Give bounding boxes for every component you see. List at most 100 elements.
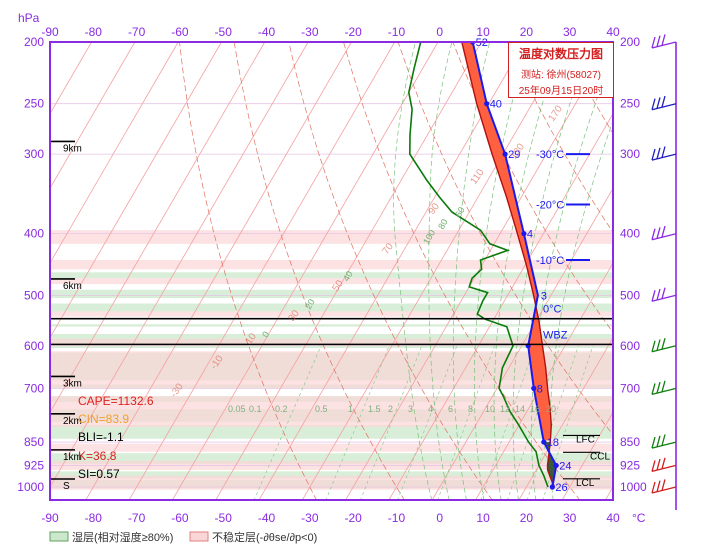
x-tick-label-top: -30 [301,25,319,39]
pressure-label-right: 250 [620,97,640,111]
level-marker-label: CCL [590,451,610,462]
x-tick-label-top: 40 [606,25,620,39]
pressure-label-left: 850 [24,435,44,449]
mixing-ratio-line [325,345,390,500]
dry-adiabat-line [233,42,405,500]
pressure-label-right: 850 [620,435,640,449]
dry-adiabat-line [288,42,493,500]
dry-adiabat-line [671,42,726,501]
pressure-label-left: 200 [24,35,44,49]
x-tick-label-bottom: -40 [258,511,276,525]
wet-layer-band [50,453,613,464]
isotherm-line [388,112,613,500]
moist-adiabat-label: 40 [341,269,355,283]
mixing-ratio-label: 6 [448,404,453,414]
wet-layer-band [50,324,613,327]
x-tick-label-bottom: -70 [128,511,146,525]
dry-adiabat-line [397,42,613,436]
mixing-ratio-label: 20 [546,404,556,414]
mixing-ratio-label: 0.2 [275,404,288,414]
unstable-layer-band [50,443,613,452]
mixing-ratio-line [397,345,458,500]
stability-index: CIN=83.9 [78,412,129,426]
dry-adiabat-line [617,42,726,501]
isotherm-line [128,42,396,500]
pressure-label-left: 250 [24,97,44,111]
cape-area [461,42,552,441]
wind-barb-icon [651,338,677,353]
moist-adiabat-line [393,42,433,500]
wind-barb-icon [651,457,677,473]
stability-index: K=36.8 [78,449,117,463]
moist-adiabat-line [474,42,529,500]
mixing-ratio-label: 3 [408,404,413,414]
pressure-label-right: 300 [620,147,640,161]
x-tick-label-top: 30 [563,25,577,39]
wet-layer-band [50,289,613,299]
cin-area [543,442,557,487]
moist-adiabat-label: 80 [436,217,450,231]
x-tick-label-top: -80 [85,25,103,39]
temperature-label: 29 [508,149,520,161]
moist-adiabat-label: 20 [303,297,317,311]
x-tick-label-bottom: -20 [344,511,362,525]
isotherm-marker-label: -10°C [536,255,564,267]
mixing-ratio-label: 14 [515,404,525,414]
chart-title: 温度对数压力图 [518,47,603,61]
height-marker-label: 6km [63,281,82,292]
isotherm-line [258,42,525,500]
moist-adiabat-label: 60 [453,205,467,219]
temperature-point [531,385,537,391]
x-tick-label-bottom: 30 [563,511,577,525]
isotherm-line [301,42,569,500]
x-tick-label-bottom: -90 [41,511,59,525]
dry-adiabat-line [179,42,317,500]
temperature-label: 4 [527,229,533,241]
x-tick-label-bottom: -60 [171,511,189,525]
moist-adiabat-label: 0 [260,330,271,339]
mixing-ratio-label: 1 [348,404,353,414]
height-marker-label: 2km [63,416,82,427]
isotherm-line [50,42,266,414]
isotherm-marker-label: -20°C [536,200,564,212]
isotherm-line [50,42,222,339]
mixing-ratio-label: 10 [485,404,495,414]
mixing-ratio-line [253,345,322,500]
reference-line-label: WBZ [543,329,568,341]
isotherm-line [518,336,613,500]
isotherm-line [85,42,352,500]
pressure-label-left: 925 [24,458,44,472]
x-tick-label-top: -90 [41,25,59,39]
pressure-label-right: 500 [620,288,640,302]
x-tick-label-top: 10 [476,25,490,39]
isotherm-line [604,486,613,500]
isotherm-marker-label: -30°C [536,149,564,161]
wind-barb-icon [651,287,677,302]
dry-adiabat-line [507,42,613,233]
isotherm-line [50,42,179,264]
wind-barb-icon [651,95,677,111]
moist-adiabat-line [452,42,490,500]
x-tick-label-bottom: -30 [301,511,319,525]
mixing-ratio-label: 8 [468,404,473,414]
x-tick-label-top: 20 [520,25,534,39]
level-marker-label: LFC [576,434,595,445]
unstable-layer-band [50,396,613,428]
unstable-layer-band [50,475,613,490]
pressure-label-left: 600 [24,339,44,353]
isotherm-line [50,42,136,190]
mixing-ratio-label: 0.1 [249,404,262,414]
dewpoint-curve [407,42,549,488]
pressure-label-right: 925 [620,458,640,472]
legend-wet-label: 湿层(相对湿度≥80%) [72,530,173,544]
plot-frame [49,41,614,501]
unstable-layer-band [50,338,613,346]
x-tick-label-top: -70 [128,25,146,39]
wet-layer-band [50,425,613,439]
wind-barb-icon [651,479,677,494]
mixing-ratio-label: 2 [388,404,393,414]
dry-adiabat-line [452,42,613,334]
pressure-label-left: 1000 [17,480,44,494]
legend-unstable-swatch [189,531,209,542]
x-tick-label-top: -50 [215,25,233,39]
